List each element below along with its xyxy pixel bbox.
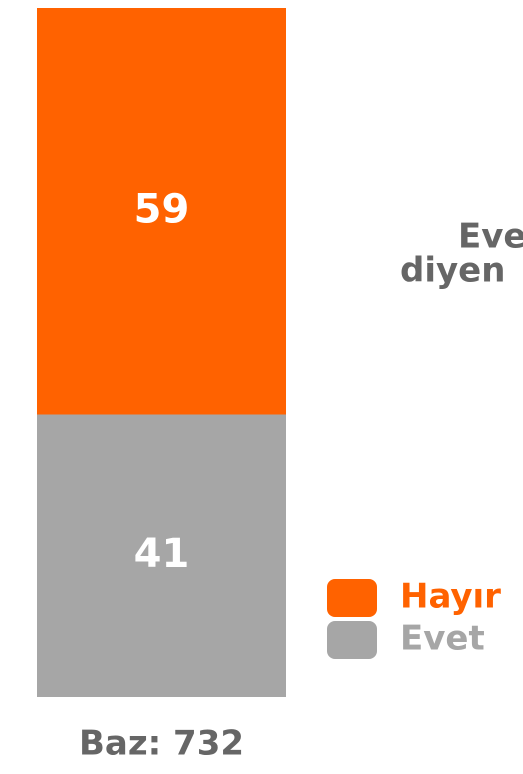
annotation: Eve <box>458 217 523 257</box>
legend-swatch <box>327 621 377 659</box>
annotation: diyen <box>400 251 505 291</box>
bar-segment <box>37 8 286 415</box>
data-label: 59 <box>134 186 190 232</box>
legend-label: Evet <box>400 619 485 659</box>
data-label: 41 <box>134 531 190 577</box>
legend-swatch <box>327 579 377 617</box>
bar-segment <box>37 414 286 697</box>
x-tick-label: Baz: 732 <box>79 724 244 764</box>
legend-label: Hayır <box>400 577 501 617</box>
